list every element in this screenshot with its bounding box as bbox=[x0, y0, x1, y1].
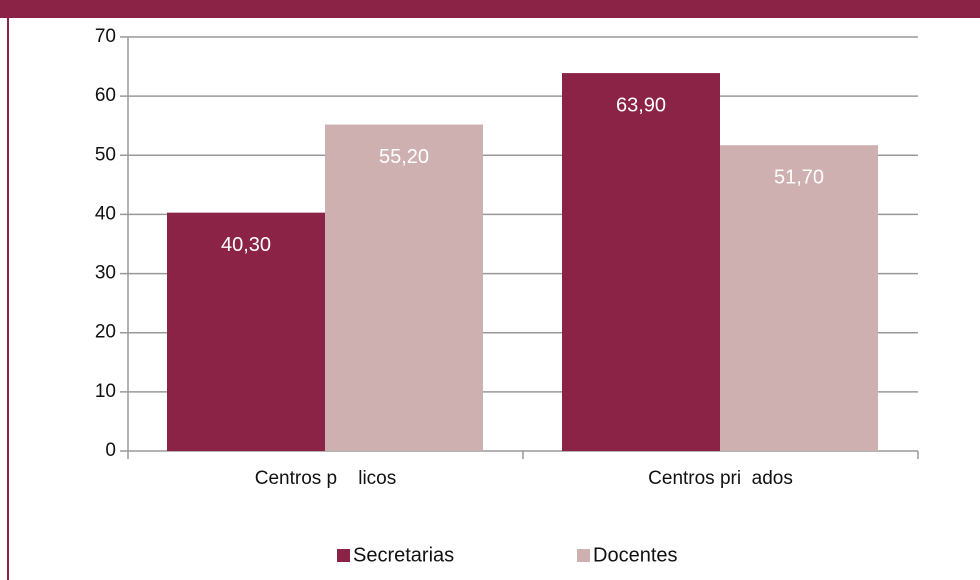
y-tick-label: 40 bbox=[95, 203, 116, 224]
bar bbox=[720, 145, 878, 451]
header-band bbox=[0, 0, 980, 18]
bar bbox=[562, 73, 720, 451]
data-label: 63,90 bbox=[616, 94, 666, 116]
y-tick-label: 60 bbox=[95, 85, 116, 106]
legend-swatch bbox=[577, 549, 590, 562]
x-tick-label: Centros p licos bbox=[255, 468, 397, 489]
y-tick-label: 10 bbox=[95, 381, 116, 402]
data-label: 55,20 bbox=[379, 146, 429, 168]
y-tick-label: 30 bbox=[95, 263, 116, 284]
legend-label: Secretarias bbox=[353, 544, 454, 566]
bar bbox=[325, 124, 483, 451]
y-tick-label: 50 bbox=[95, 144, 116, 165]
data-label: 51,70 bbox=[774, 167, 824, 189]
data-label: 40,30 bbox=[221, 234, 271, 256]
legend-swatch bbox=[337, 549, 350, 562]
y-tick-label: 70 bbox=[95, 26, 116, 47]
y-tick-label: 0 bbox=[105, 440, 116, 461]
legend-label: Docentes bbox=[593, 544, 678, 566]
y-tick-label: 20 bbox=[95, 322, 116, 343]
bar bbox=[167, 212, 325, 451]
x-tick-label: Centros pri ados bbox=[648, 468, 793, 489]
frame-border bbox=[7, 18, 9, 580]
